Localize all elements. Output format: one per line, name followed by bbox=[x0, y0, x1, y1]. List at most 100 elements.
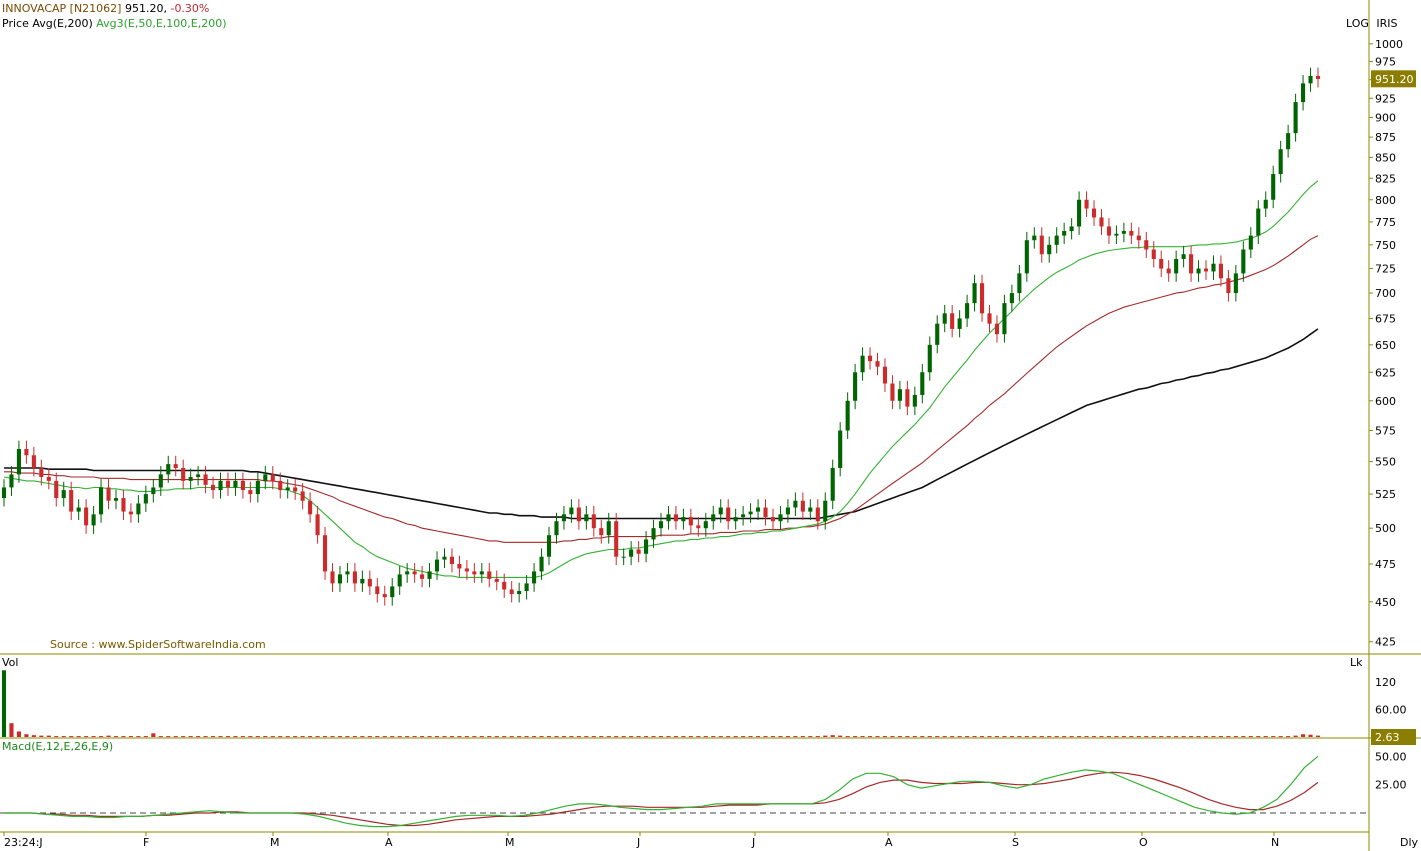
volume-bar bbox=[1263, 736, 1268, 738]
volume-bar bbox=[315, 736, 320, 738]
iris-button[interactable]: IRIS bbox=[1376, 17, 1398, 30]
time-tick-label: A bbox=[885, 836, 893, 849]
legend-price: Price bbox=[2, 17, 29, 30]
volume-bar bbox=[1241, 736, 1246, 738]
candle bbox=[487, 563, 492, 588]
volume-bar bbox=[614, 736, 619, 738]
volume-bar bbox=[16, 731, 21, 737]
volume-bar bbox=[285, 736, 290, 738]
volume-bar bbox=[218, 736, 223, 738]
candle bbox=[509, 581, 514, 603]
candle bbox=[1241, 241, 1246, 282]
volume-bar bbox=[1047, 736, 1052, 738]
candle-body bbox=[741, 514, 746, 518]
volume-bar bbox=[1286, 736, 1291, 738]
candle bbox=[569, 499, 574, 523]
volume-bar bbox=[225, 736, 231, 738]
candle bbox=[860, 347, 865, 381]
volume-bar bbox=[84, 736, 89, 738]
candle-body bbox=[300, 491, 305, 501]
volume-bar bbox=[1009, 736, 1014, 738]
price-tick-label: 875 bbox=[1375, 131, 1396, 144]
candle bbox=[1218, 255, 1223, 287]
candle-body bbox=[748, 511, 753, 515]
candle-body bbox=[405, 571, 410, 575]
candle bbox=[181, 459, 186, 490]
candle bbox=[1039, 227, 1044, 263]
candle-body bbox=[517, 591, 522, 595]
legend-avg[interactable]: Avg(E,200) bbox=[32, 17, 93, 30]
volume-bar bbox=[703, 736, 708, 738]
candle-body bbox=[233, 480, 238, 488]
price-tick-label: 625 bbox=[1375, 366, 1396, 379]
volume-bar bbox=[1032, 736, 1037, 738]
candle-body bbox=[99, 487, 104, 515]
candle bbox=[210, 476, 216, 499]
volume-bar bbox=[532, 736, 537, 738]
volume-bar bbox=[1, 670, 7, 737]
candle-body bbox=[1077, 199, 1082, 227]
volume-bar bbox=[584, 736, 589, 738]
candle-body bbox=[345, 571, 350, 575]
volume-bar bbox=[867, 736, 873, 738]
candle bbox=[285, 479, 290, 499]
legend-avg3[interactable]: Avg3(E,50,E,100,E,200) bbox=[96, 17, 227, 30]
scale-mode-toggle[interactable]: LOG IRIS bbox=[1346, 17, 1398, 30]
candle bbox=[397, 566, 402, 595]
volume-bar bbox=[1278, 736, 1283, 738]
candle bbox=[838, 422, 843, 477]
time-tick-label: N bbox=[1271, 836, 1279, 849]
volume-bar bbox=[54, 736, 59, 738]
candle bbox=[1054, 227, 1059, 254]
volume-bar bbox=[464, 736, 469, 738]
candle-body bbox=[106, 487, 111, 501]
candles[interactable] bbox=[1, 67, 1321, 606]
volume-bar bbox=[99, 736, 104, 738]
candle-body bbox=[203, 474, 208, 485]
volume-bar bbox=[965, 736, 970, 738]
candle-body bbox=[285, 487, 290, 491]
time-tick-label: M bbox=[505, 836, 515, 849]
macd-label: Macd(E,12,E,26,E,9) bbox=[2, 740, 113, 753]
volume-label: Vol bbox=[2, 656, 18, 669]
candle-body bbox=[397, 574, 402, 587]
volume-bar bbox=[308, 736, 313, 738]
price-tick-label: 575 bbox=[1375, 425, 1396, 438]
candle-body bbox=[434, 559, 440, 572]
candle-body bbox=[942, 313, 947, 324]
candle bbox=[875, 352, 880, 376]
volume-bar bbox=[591, 736, 596, 738]
volume-bar bbox=[733, 736, 738, 738]
candle-body bbox=[457, 564, 462, 569]
candle-body bbox=[1, 487, 7, 499]
volume-bar bbox=[166, 736, 171, 738]
candle-body bbox=[733, 517, 738, 522]
candle bbox=[1301, 75, 1306, 111]
volume-bar bbox=[449, 736, 455, 738]
ema100-line bbox=[4, 235, 1319, 543]
volume-bar bbox=[823, 735, 828, 737]
candle-body bbox=[1174, 258, 1179, 274]
candle-body bbox=[882, 366, 888, 384]
candle-body bbox=[1099, 217, 1104, 227]
candle bbox=[330, 563, 335, 592]
candle bbox=[1136, 227, 1141, 249]
candle bbox=[203, 466, 208, 494]
volume-bar bbox=[718, 736, 723, 738]
price-tick-label: 925 bbox=[1375, 92, 1396, 105]
candle bbox=[927, 336, 932, 381]
candle bbox=[1121, 222, 1126, 243]
candle bbox=[1203, 260, 1209, 280]
last-price-label: 951.20 bbox=[1375, 73, 1414, 86]
candle bbox=[293, 479, 298, 500]
candle bbox=[300, 483, 305, 510]
candle-body bbox=[315, 514, 320, 536]
candle bbox=[658, 512, 664, 537]
candle-body bbox=[494, 578, 499, 582]
log-button[interactable]: LOG bbox=[1346, 17, 1369, 30]
candle bbox=[1129, 222, 1134, 245]
candle bbox=[1069, 218, 1074, 240]
candle-body bbox=[756, 507, 761, 512]
